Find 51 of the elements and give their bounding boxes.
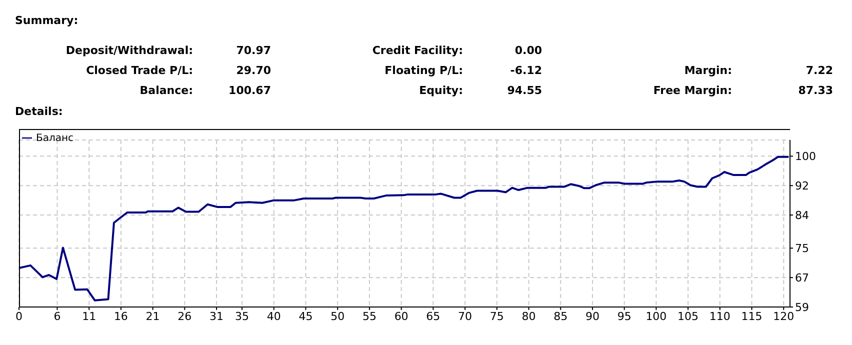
text: 94.55 (507, 84, 542, 97)
text: Margin: (684, 64, 732, 77)
text: 0.00 (514, 44, 542, 57)
x-tick-label: 70 (458, 310, 472, 323)
x-tick-label: 105 (678, 310, 699, 323)
x-tick-label: 45 (298, 310, 313, 323)
x-tick-label: 26 (178, 310, 192, 323)
y-tick-label: 84 (795, 208, 809, 222)
x-tick-label: 100 (646, 310, 667, 323)
y-tick-label: 75 (795, 242, 809, 256)
y-tick-label: 100 (795, 150, 816, 164)
line-series (19, 156, 790, 302)
x-tick-label: 110 (709, 310, 730, 323)
x-tick-label: 80 (522, 310, 536, 323)
legend-label: Баланс (36, 133, 74, 144)
text: Deposit/Withdrawal: (66, 44, 193, 57)
x-tick-label: 115 (741, 310, 762, 323)
x-tick-label: 65 (426, 310, 440, 323)
x-tick-label: 75 (490, 310, 504, 323)
text: Credit Facility: (372, 44, 463, 57)
x-tick-label: 50 (330, 310, 345, 323)
y-tick-label: 92 (795, 180, 809, 193)
text: Balance: (140, 84, 193, 97)
x-tick-label: 40 (266, 310, 281, 323)
text: 87.33 (798, 84, 833, 97)
x-tick-label: 60 (394, 310, 408, 323)
x-tick-label: 95 (617, 310, 632, 323)
x-tick-label: 16 (114, 310, 128, 323)
x-tick-label: 6 (54, 310, 61, 323)
x-tick-label: 35 (235, 310, 250, 323)
text: Free Margin: (653, 84, 732, 97)
text: 100.67 (228, 84, 271, 97)
text: Summary: (15, 14, 78, 27)
text: Equity: (419, 84, 463, 97)
text: 70.97 (236, 44, 271, 57)
y-tick-label: 59 (795, 300, 809, 314)
text: -6.12 (510, 64, 542, 77)
x-tick-label: 120 (773, 310, 794, 323)
text: 29.70 (236, 64, 271, 77)
x-tick-label: 21 (146, 310, 160, 323)
x-tick-label: 31 (210, 310, 224, 323)
y-tick-label: 67 (795, 271, 809, 284)
x-tick-label: 0 (16, 310, 22, 323)
text: Closed Trade P/L: (86, 64, 193, 77)
x-tick-label: 85 (554, 310, 568, 323)
x-tick-label: 11 (82, 310, 96, 323)
x-tick-label: 55 (362, 310, 376, 323)
chart-title: Details: (15, 105, 63, 118)
x-tick-label: 90 (585, 310, 600, 323)
text: 7.22 (806, 64, 833, 77)
text: Floating P/L: (384, 64, 463, 77)
